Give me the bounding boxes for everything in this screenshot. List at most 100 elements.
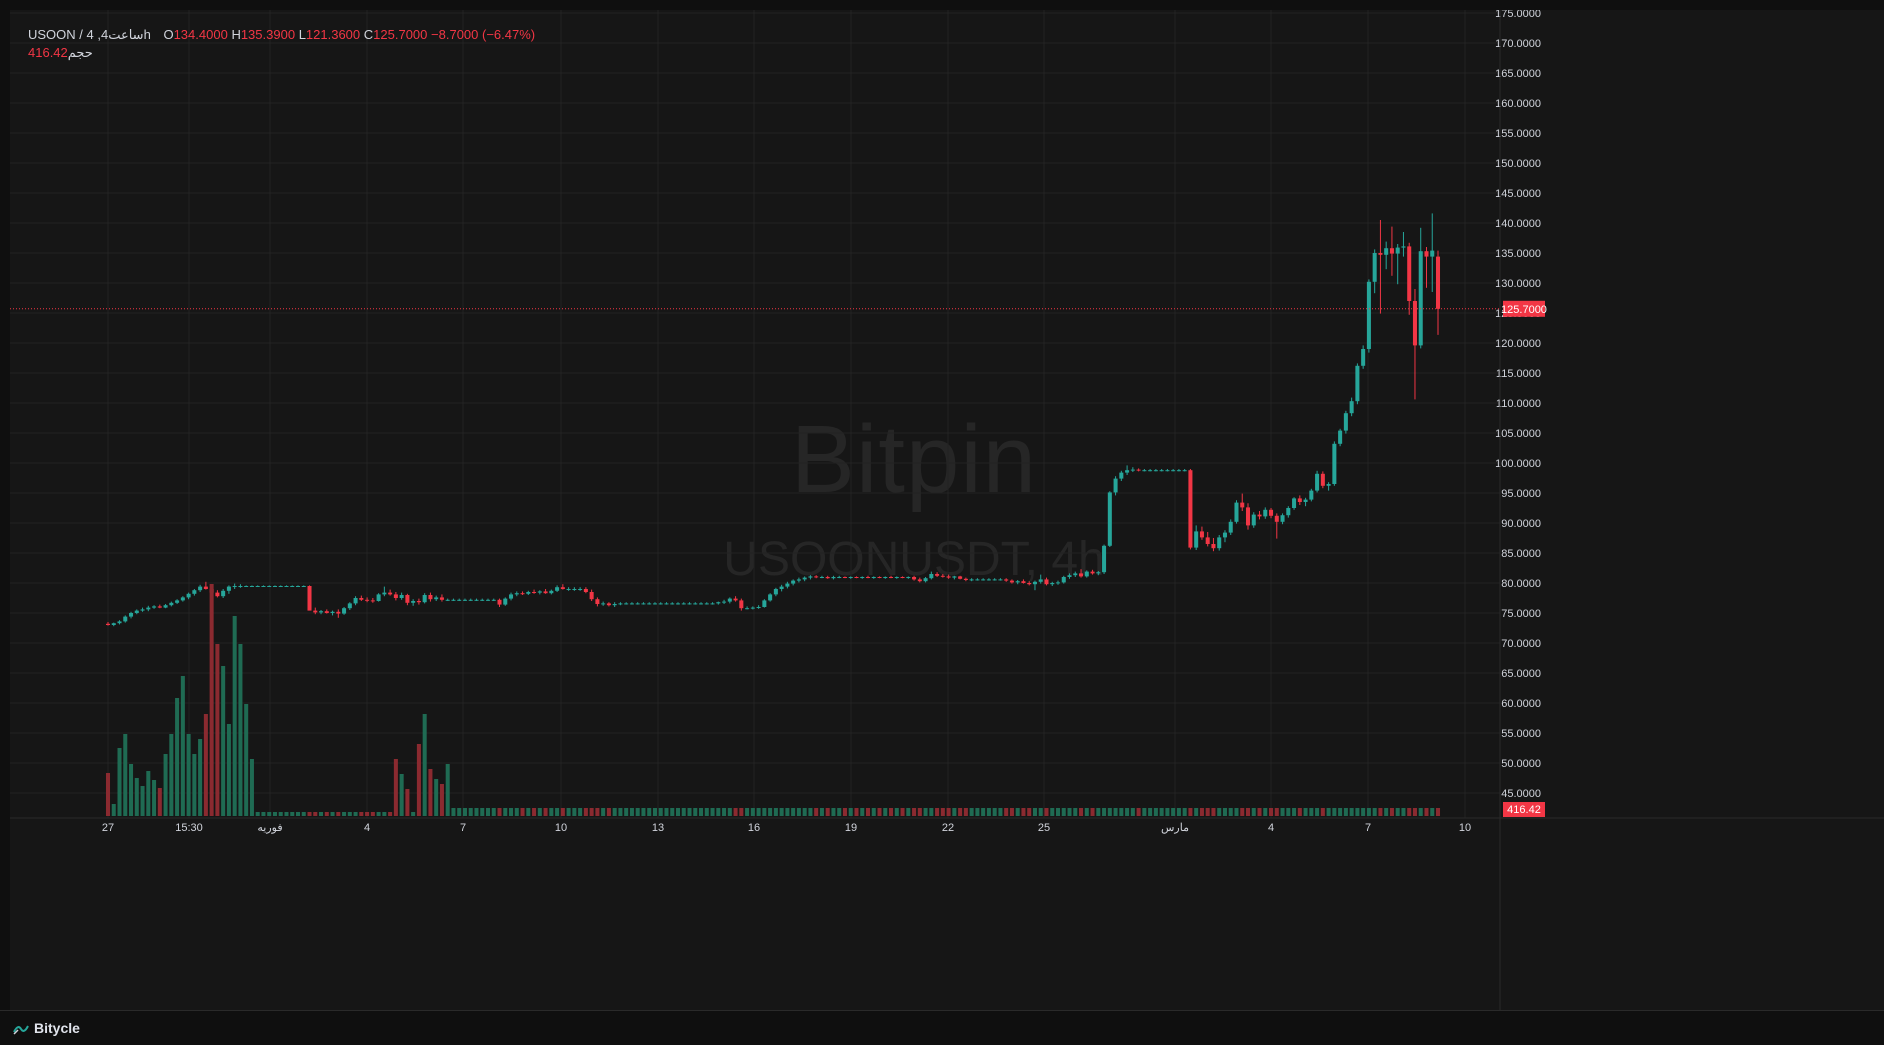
candle[interactable] <box>261 585 266 587</box>
candle[interactable] <box>595 597 600 607</box>
candle[interactable] <box>111 622 116 627</box>
candle[interactable] <box>1148 469 1153 472</box>
candle[interactable] <box>923 577 928 583</box>
candle[interactable] <box>129 611 134 619</box>
candle[interactable] <box>1355 363 1360 405</box>
candle[interactable] <box>336 609 341 618</box>
candle[interactable] <box>578 587 583 591</box>
candle[interactable] <box>791 579 796 586</box>
candle[interactable] <box>1113 476 1118 496</box>
candle[interactable] <box>284 585 289 587</box>
candle[interactable] <box>940 574 945 578</box>
candle[interactable] <box>1067 573 1072 579</box>
candle[interactable] <box>474 598 479 601</box>
chart-canvas[interactable]: 45.0000 50.0000 55.0000 60.0000 65.0000 70.00… <box>10 10 1884 1010</box>
candle[interactable] <box>105 622 111 626</box>
candle[interactable] <box>192 589 197 596</box>
candle[interactable] <box>353 596 358 606</box>
candle[interactable] <box>1199 526 1204 540</box>
candle[interactable] <box>1320 471 1325 489</box>
candle[interactable] <box>215 590 220 598</box>
candle[interactable] <box>1424 247 1429 288</box>
candle[interactable] <box>457 598 462 601</box>
candle[interactable] <box>1153 469 1158 472</box>
candle[interactable] <box>802 576 807 582</box>
candle[interactable] <box>549 589 554 595</box>
candle[interactable] <box>1435 250 1441 335</box>
candle[interactable] <box>1401 232 1406 257</box>
candle[interactable] <box>1182 469 1187 472</box>
candle[interactable] <box>1274 513 1279 539</box>
candle[interactable] <box>244 585 249 587</box>
candle[interactable] <box>601 601 606 606</box>
candle[interactable] <box>1349 397 1354 417</box>
candle[interactable] <box>1004 578 1009 582</box>
candle[interactable] <box>445 598 450 601</box>
candle[interactable] <box>629 602 634 605</box>
candle[interactable] <box>1361 345 1366 369</box>
candle[interactable] <box>342 607 347 615</box>
candle[interactable] <box>313 607 318 615</box>
candle[interactable] <box>1217 535 1222 551</box>
candle[interactable] <box>952 575 957 580</box>
candle[interactable] <box>693 602 698 605</box>
candle[interactable] <box>819 575 824 579</box>
candle[interactable] <box>1136 468 1141 472</box>
candle[interactable] <box>796 577 801 583</box>
candle[interactable] <box>1309 488 1314 502</box>
candle[interactable] <box>1378 220 1383 314</box>
candle[interactable] <box>785 581 790 589</box>
candle[interactable] <box>1326 482 1331 491</box>
candle[interactable] <box>687 602 692 605</box>
candle[interactable] <box>837 575 842 579</box>
candle[interactable] <box>301 585 306 587</box>
candle[interactable] <box>140 607 145 612</box>
candle[interactable] <box>589 589 594 601</box>
candle[interactable] <box>1418 227 1423 349</box>
candle[interactable] <box>555 585 560 592</box>
candle[interactable] <box>1372 249 1377 294</box>
candle[interactable] <box>883 576 888 579</box>
candle[interactable] <box>704 602 709 605</box>
candle[interactable] <box>295 585 301 587</box>
candle[interactable] <box>1050 581 1055 586</box>
candle[interactable] <box>330 610 335 616</box>
candle[interactable] <box>877 576 882 579</box>
candle[interactable] <box>509 592 514 601</box>
candle[interactable] <box>157 604 162 609</box>
candle[interactable] <box>1297 495 1302 505</box>
candle[interactable] <box>491 598 496 601</box>
candle[interactable] <box>365 597 370 603</box>
candle[interactable] <box>485 598 491 601</box>
candle[interactable] <box>134 609 139 615</box>
candle[interactable] <box>975 578 980 581</box>
candle[interactable] <box>411 599 416 606</box>
candle[interactable] <box>526 590 531 595</box>
candle[interactable] <box>1125 465 1130 475</box>
candle[interactable] <box>186 592 191 600</box>
candle[interactable] <box>480 598 485 601</box>
candle[interactable] <box>1009 579 1014 584</box>
candle[interactable] <box>779 584 784 592</box>
candle[interactable] <box>641 602 646 605</box>
candle[interactable] <box>198 584 203 592</box>
candle[interactable] <box>497 598 502 607</box>
candle[interactable] <box>1188 469 1193 550</box>
candle[interactable] <box>1079 569 1084 578</box>
candle[interactable] <box>889 575 894 579</box>
candle[interactable] <box>290 585 295 587</box>
candle[interactable] <box>152 605 157 609</box>
candle[interactable] <box>566 587 571 591</box>
candle[interactable] <box>986 578 991 581</box>
candle[interactable] <box>1234 500 1239 524</box>
candle[interactable] <box>503 597 508 606</box>
candle[interactable] <box>1038 574 1043 584</box>
candle[interactable] <box>635 602 640 605</box>
candle[interactable] <box>393 592 398 601</box>
candle[interactable] <box>163 604 168 609</box>
candle[interactable] <box>388 589 393 596</box>
candle[interactable] <box>658 602 663 605</box>
candle[interactable] <box>117 620 122 625</box>
candle[interactable] <box>1251 512 1256 528</box>
candle[interactable] <box>267 585 272 587</box>
